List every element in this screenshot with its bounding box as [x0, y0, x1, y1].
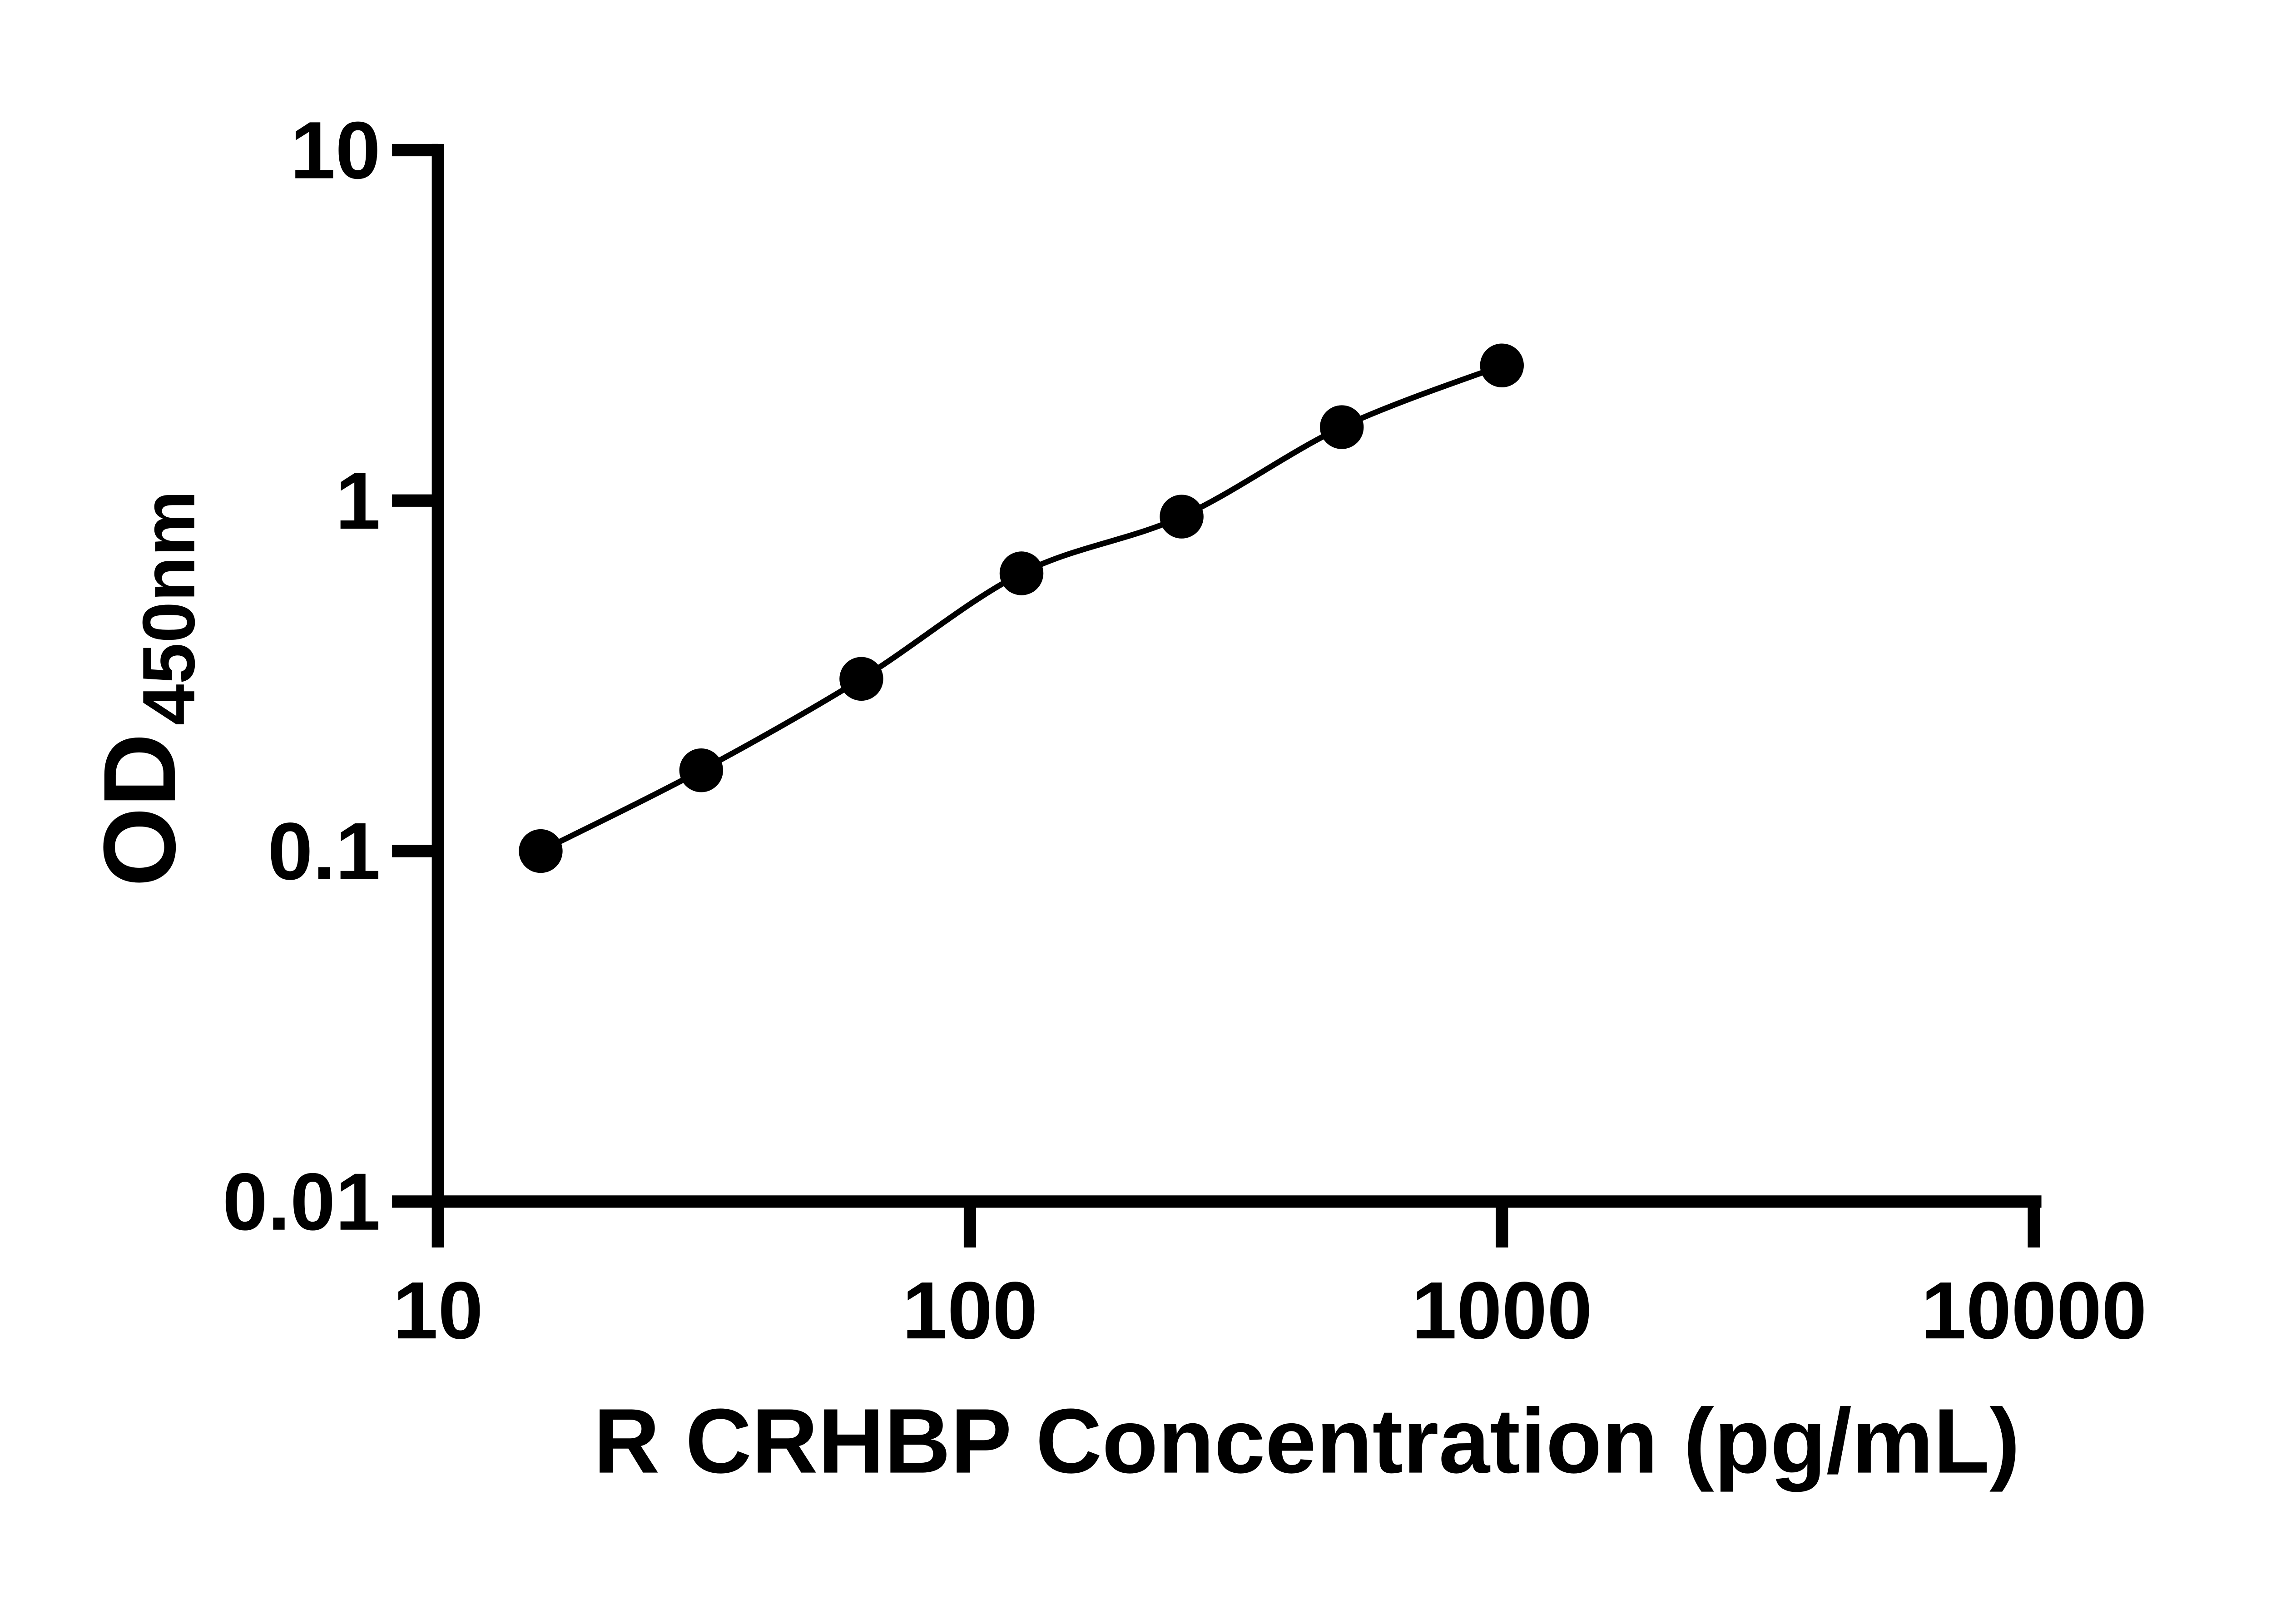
x-tick-label: 1000 — [1412, 1265, 1592, 1356]
x-axis-ticks — [431, 1201, 2040, 1248]
x-tick-label: 100 — [902, 1265, 1037, 1356]
data-point — [999, 551, 1044, 595]
y-axis-title-subscript: 450nm — [127, 490, 210, 725]
y-tick-label: 10 — [290, 104, 381, 195]
x-tick-label: 10000 — [1921, 1265, 2147, 1356]
y-tick-label: 0.1 — [268, 806, 381, 896]
x-tick-label: 10 — [393, 1265, 483, 1356]
data-points — [519, 343, 1524, 873]
data-point — [1480, 343, 1524, 387]
y-tick-label: 0.01 — [223, 1156, 381, 1247]
data-point — [839, 657, 883, 701]
y-tick-label: 1 — [335, 455, 380, 546]
data-point — [519, 829, 563, 873]
data-point — [679, 748, 724, 792]
standard-curve-chart: 10 1 0.1 0.01 10 100 1000 10000 R CRHBP … — [82, 104, 2147, 1492]
plot-area: 10 1 0.1 0.01 10 100 1000 10000 R CRHBP … — [82, 104, 2147, 1492]
y-axis-title-main: OD — [82, 733, 197, 887]
x-axis-title: R CRHBP Concentration (pg/mL) — [594, 1390, 2020, 1492]
data-point — [1160, 495, 1204, 539]
chart-canvas: 10 1 0.1 0.01 10 100 1000 10000 R CRHBP … — [82, 104, 2147, 1492]
y-axis-title: OD 450nm — [82, 490, 210, 887]
y-axis-ticks — [392, 144, 438, 1208]
data-point — [1319, 405, 1364, 449]
